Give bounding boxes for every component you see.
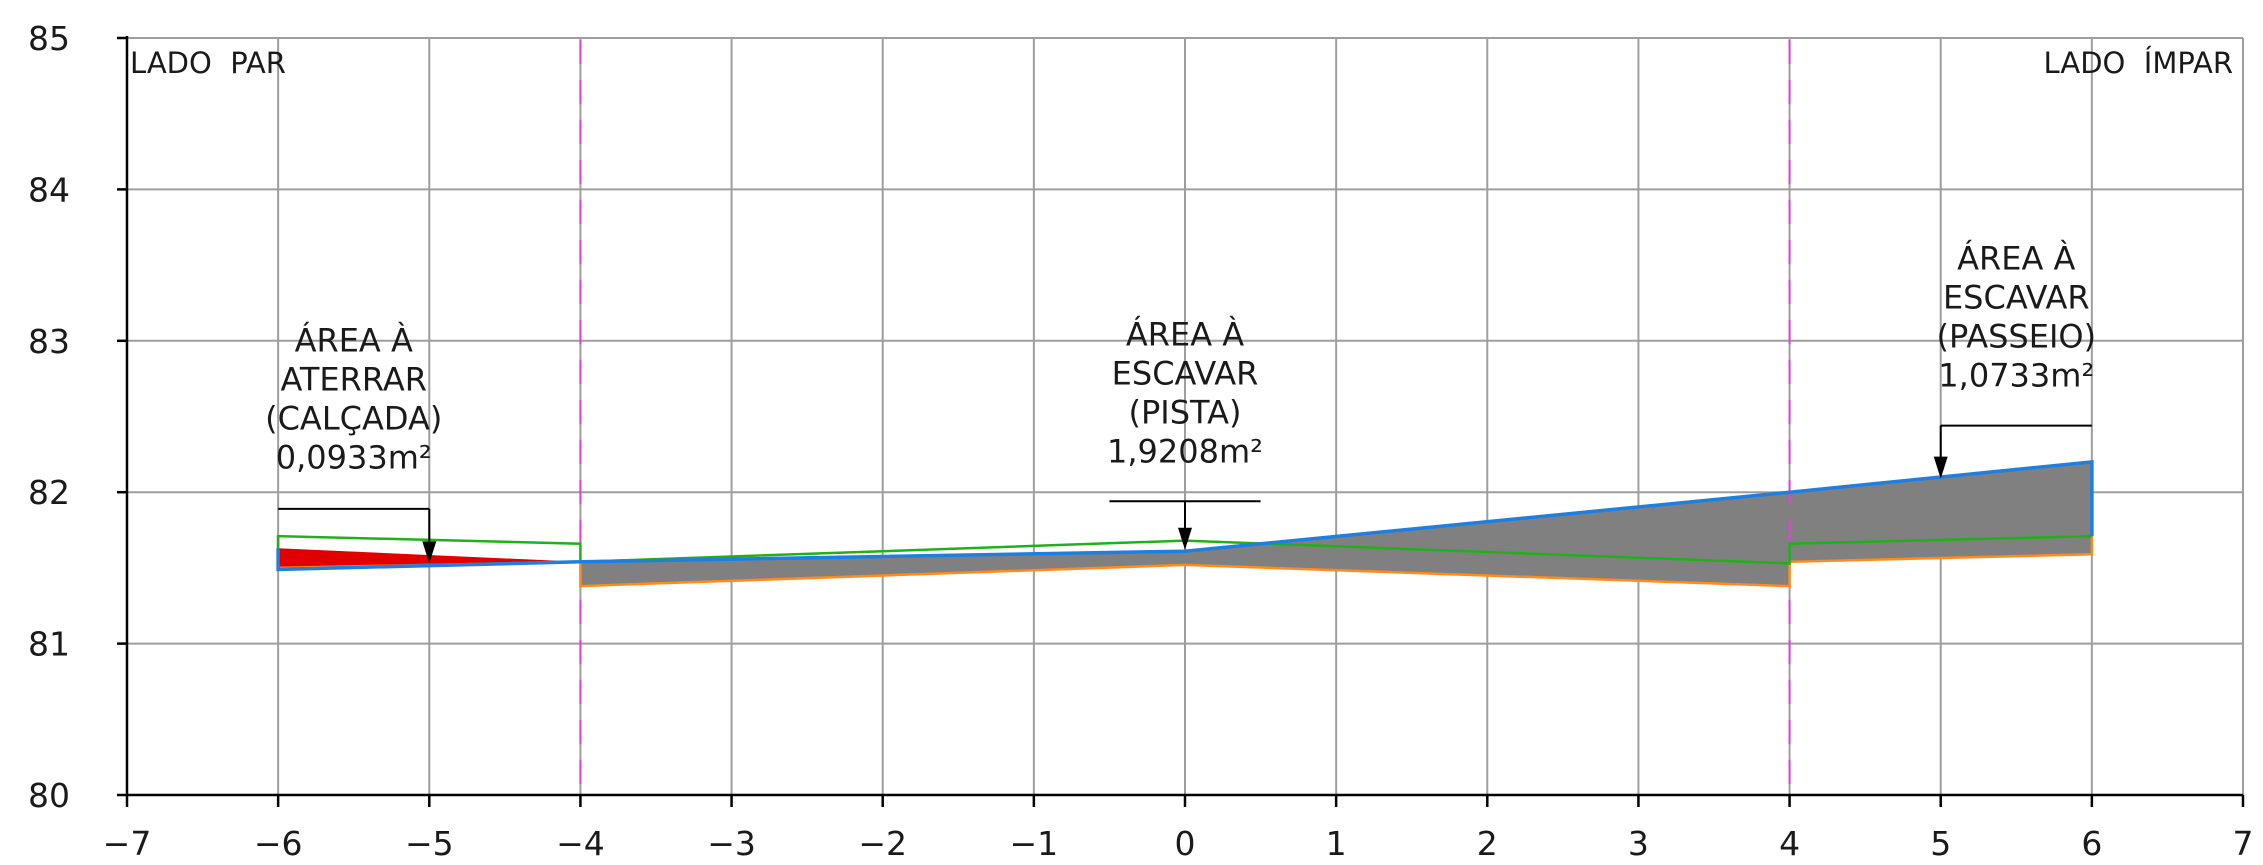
x-tick-label: −4 — [556, 824, 605, 863]
x-tick-label: −6 — [254, 824, 303, 863]
side-label-left: LADO PAR — [130, 46, 286, 80]
x-tick-label: −7 — [103, 824, 152, 863]
side-label-right: LADO ÍMPAR — [2044, 46, 2233, 80]
area-value: 0,0933m² — [276, 438, 432, 476]
area-label-line: (CALÇADA) — [265, 399, 442, 437]
area-label-line: ESCAVAR — [1943, 279, 2090, 317]
x-tick-label: 1 — [1326, 824, 1347, 863]
y-tick-label: 80 — [28, 776, 70, 815]
area-value: 1,0733m² — [1938, 357, 2094, 395]
y-tick-label: 83 — [28, 322, 70, 361]
x-tick-label: −2 — [858, 824, 907, 863]
arrow-head — [422, 541, 437, 564]
area-value: 1,9208m² — [1107, 432, 1263, 470]
y-tick-label: 85 — [28, 19, 70, 58]
design-line — [276, 459, 2094, 572]
y-tick-label: 84 — [28, 170, 70, 209]
x-tick-label: 2 — [1477, 824, 1498, 863]
existing-line — [276, 534, 2092, 565]
divider-lines — [579, 40, 1791, 807]
x-tick-label: −3 — [707, 824, 756, 863]
y-tick-label: 81 — [28, 625, 70, 664]
y-tick-label: 82 — [28, 473, 70, 512]
x-tick-label: 4 — [1779, 824, 1800, 863]
area-label-line: ESCAVAR — [1112, 354, 1259, 392]
x-tick-label: −5 — [405, 824, 454, 863]
arrow-head — [1178, 527, 1192, 550]
profile-lines — [276, 459, 2094, 588]
cut-area — [580, 492, 1790, 587]
x-tick-label: 3 — [1628, 824, 1649, 863]
area-label-line: ÁREA À — [295, 321, 413, 359]
x-tick-label: 6 — [2081, 824, 2102, 863]
x-tick-label: 7 — [2233, 824, 2254, 863]
area-label-line: (PISTA) — [1129, 393, 1242, 431]
area-label-line: (PASSEIO) — [1936, 318, 2096, 356]
x-tick-label: −1 — [1010, 824, 1059, 863]
axes — [117, 36, 2245, 807]
area-label-line: ATERRAR — [280, 360, 426, 398]
area-label-line: ÁREA À — [1126, 315, 1244, 353]
tick-labels: 80 81 82 83 84 85 −7 −6 −5 −4 −3 −2 −1 0 1 2 3 4 5 6 7 — [28, 19, 2254, 863]
x-tick-label: 0 — [1175, 824, 1196, 863]
area-label-line: ÁREA À — [1957, 240, 2075, 278]
arrow-head — [1933, 456, 1948, 479]
x-tick-label: 5 — [1930, 824, 1951, 863]
